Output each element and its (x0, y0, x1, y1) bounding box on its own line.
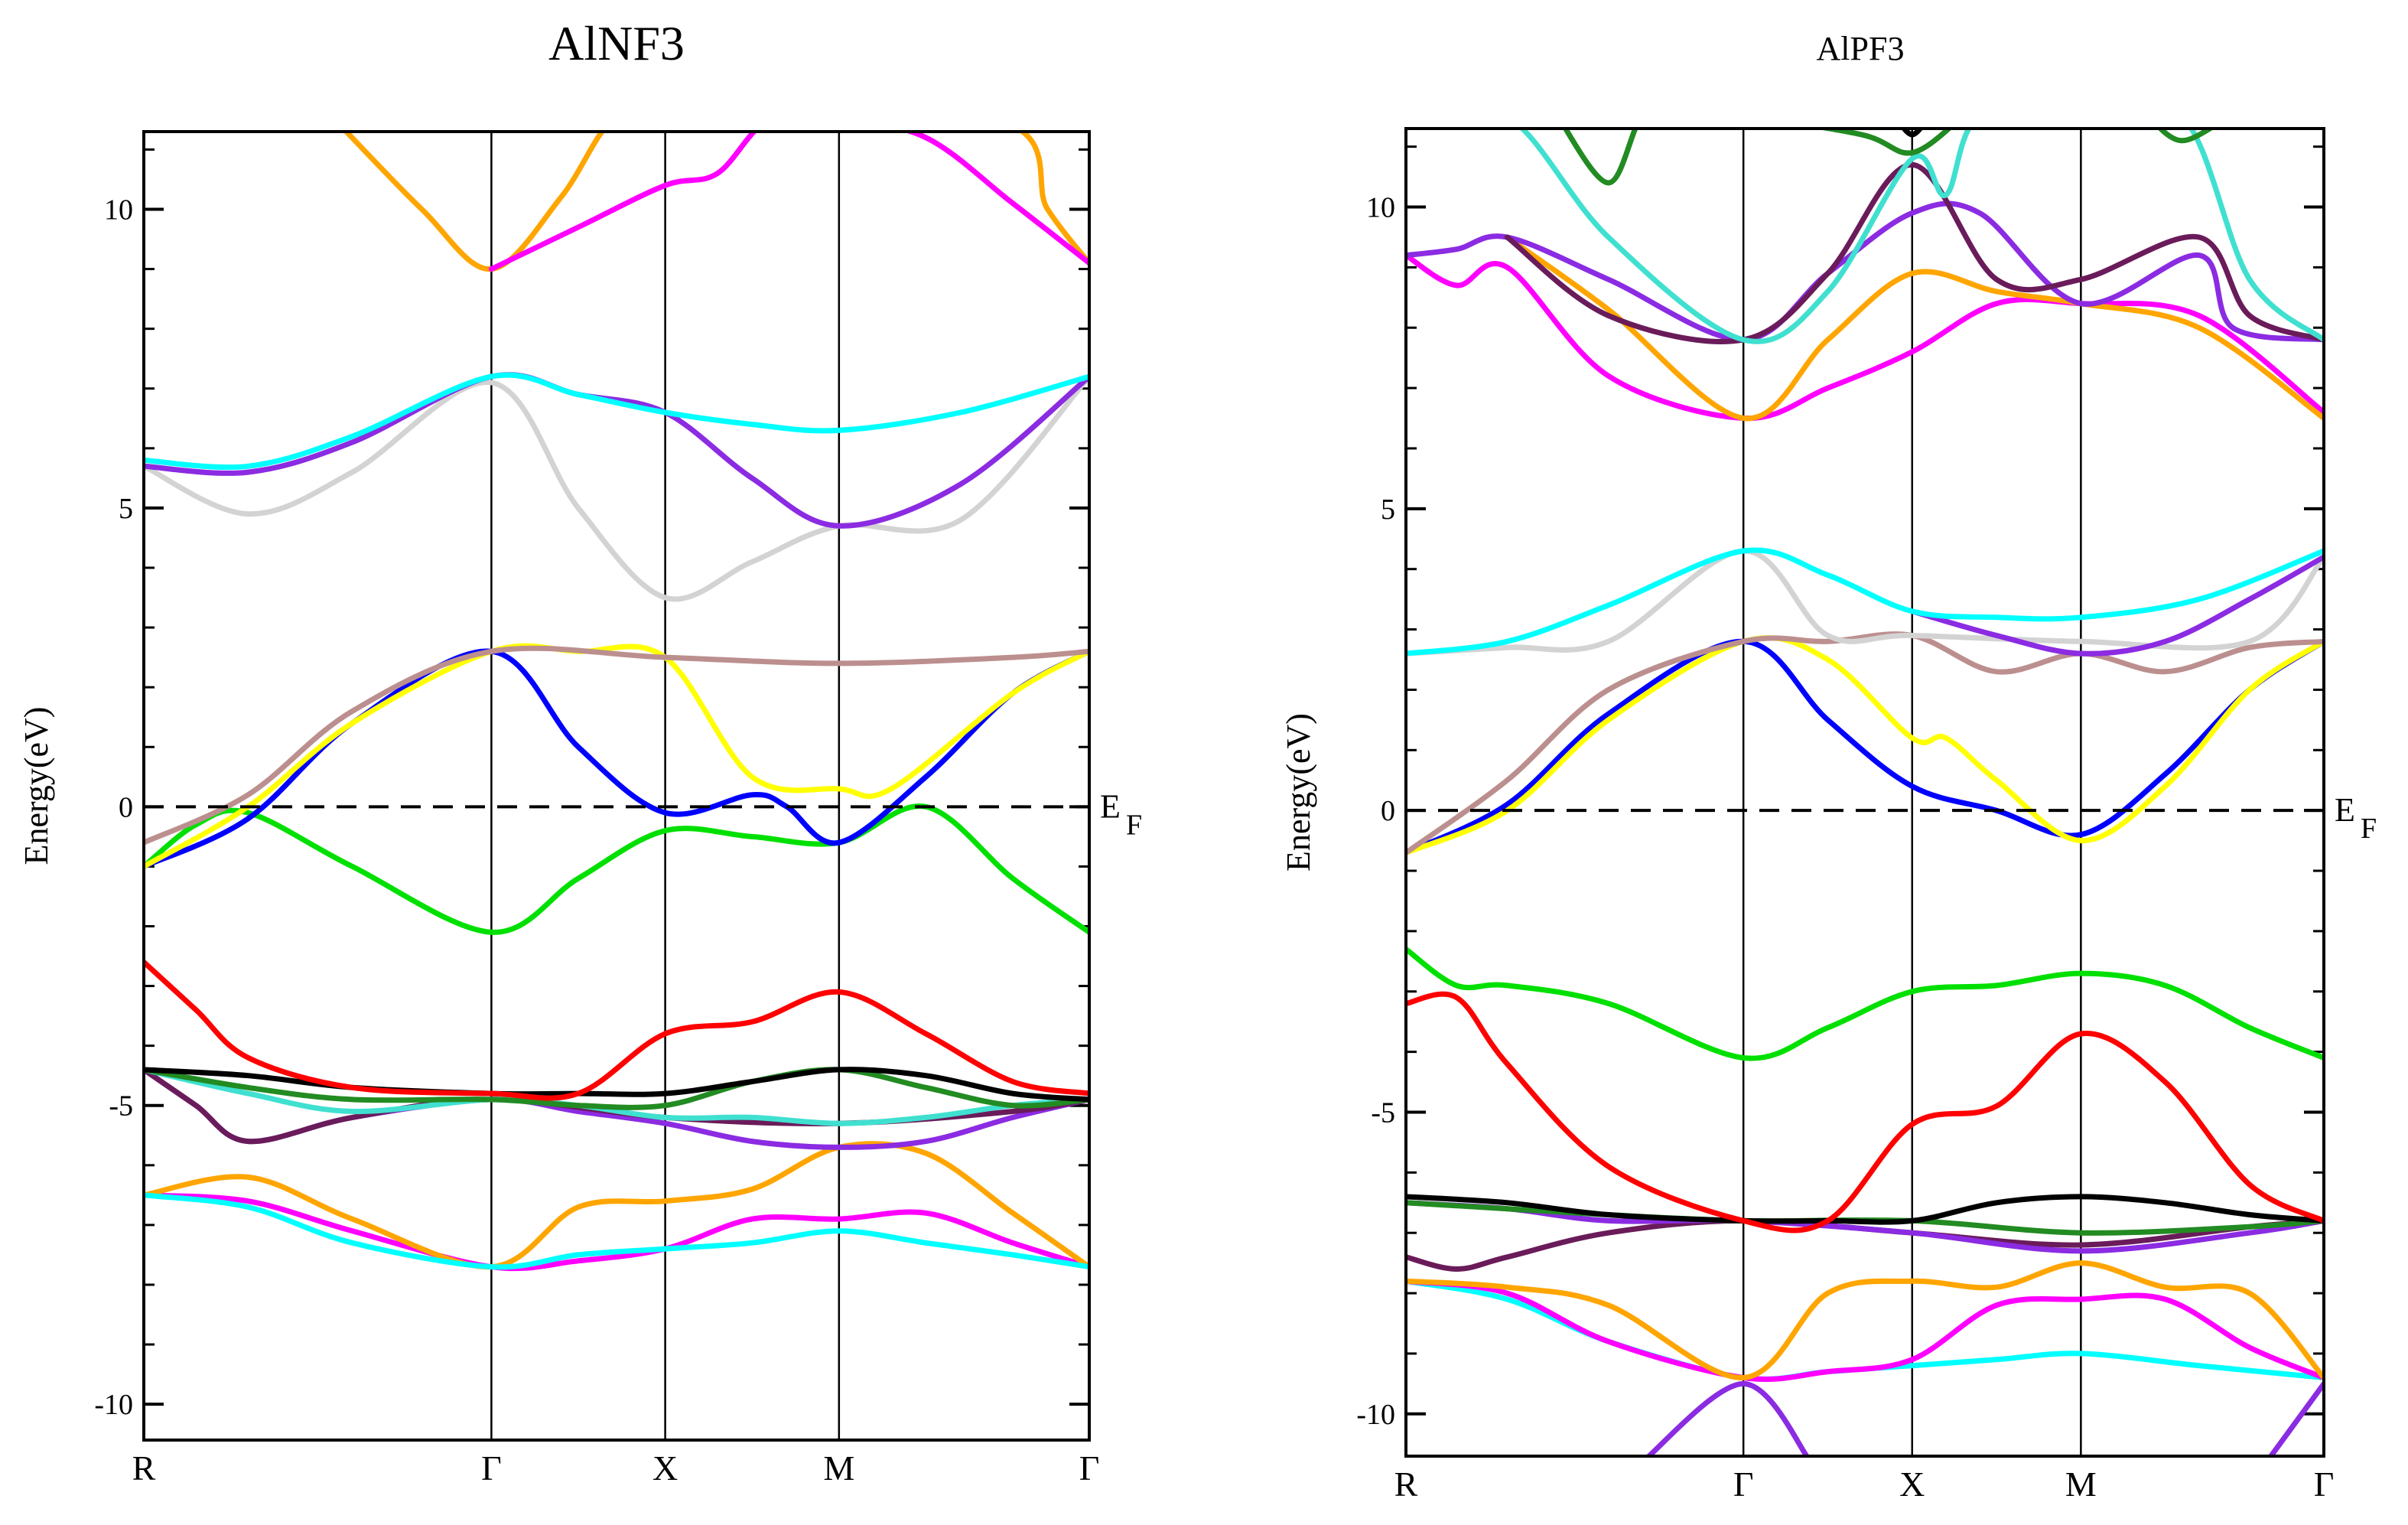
band-magenta-top (1406, 253, 2324, 422)
band-red (1406, 991, 2324, 1233)
band-black-top (1900, 129, 1924, 138)
band-orange-low (1406, 1260, 2324, 1381)
kpoint-label: M (2065, 1465, 2097, 1504)
kpoint-label: X (1899, 1465, 1925, 1504)
y-tick-label: 0 (1381, 795, 1395, 827)
kpoint-label: X (652, 1448, 678, 1488)
band-violet-upper (1909, 554, 2324, 657)
y-tick-label: 5 (1381, 494, 1395, 526)
band-brown (144, 645, 1089, 846)
band-violet-bottom-a (1645, 1380, 1810, 1456)
chart-title: AlPF3 (1817, 30, 1905, 67)
band-magenta-low (144, 1192, 1089, 1272)
chart-panel-1: AlNF3 -10 -5 0 5 10 R Γ X M Γ E F Energy(eV) (18, 16, 1142, 1488)
band-cyan-low (1406, 1278, 2324, 1382)
kpoint-label: R (132, 1448, 156, 1488)
band-black (1406, 1194, 2324, 1225)
plot-frame (142, 130, 1091, 1442)
band-darkgreen-top (1562, 129, 1954, 186)
y-tick-label: 10 (104, 194, 133, 226)
band-orange-low (144, 1141, 1089, 1270)
fermi-level-label: E (2335, 791, 2355, 829)
kpoint-label: Γ (1733, 1465, 1754, 1504)
y-tick-label: -5 (1371, 1097, 1395, 1129)
kpoint-label: M (823, 1448, 854, 1488)
band-green (1406, 947, 2324, 1061)
band-orange-top (1504, 234, 2324, 422)
kpoint-label: Γ (2314, 1465, 2335, 1504)
y-tick-label: 0 (119, 791, 133, 823)
y-tick-label: -5 (109, 1090, 133, 1123)
fermi-level-subscript: F (1126, 809, 1142, 841)
y-axis-label: Energy(eV) (1280, 713, 1317, 872)
band-black (144, 1067, 1089, 1103)
band-cyan-mid (144, 1067, 1089, 1126)
band-blue (1406, 638, 2324, 855)
band-lightgray (1406, 548, 2324, 657)
band-darkgreen-mid (144, 1067, 1089, 1110)
band-red (144, 959, 1089, 1101)
band-yellow (1406, 635, 2324, 855)
y-axis-label: Energy(eV) (18, 707, 55, 865)
band-turquoise-top (1518, 129, 2324, 344)
chart-title: AlNF3 (548, 16, 685, 70)
chart-panel-2: AlPF3 -10 -5 0 5 10 R Γ X M Γ E F Energy(eV) (1280, 30, 2377, 1504)
band-violet-upper (144, 372, 1089, 529)
kpoint-label: Γ (1079, 1448, 1100, 1488)
band-cyan-upper (1406, 547, 2324, 657)
band-cyan-upper (144, 372, 1089, 471)
bands (1406, 129, 2324, 1456)
y-tick-label: -10 (1356, 1399, 1395, 1431)
kpoint-label: R (1394, 1465, 1418, 1504)
band-magenta-top (488, 132, 1089, 272)
bands (144, 132, 1089, 1272)
band-green (144, 803, 1089, 935)
band-lightgray (144, 373, 1089, 602)
fermi-level-label: E (1100, 787, 1121, 825)
band-cyan-low (144, 1192, 1089, 1270)
y-tick-label: 10 (1366, 192, 1395, 224)
y-tick-label: 5 (119, 493, 133, 525)
plot-frame (1404, 127, 2325, 1458)
kpoint-label: Γ (481, 1448, 502, 1488)
band-orange-top (343, 132, 1089, 272)
band-purple-top (1406, 200, 2324, 343)
band-blue (144, 648, 1089, 869)
band-rosybrown (1406, 631, 2324, 855)
band-violet-bottom-b (2267, 1380, 2324, 1456)
fermi-level-subscript: F (2361, 813, 2377, 845)
band-magenta-low (1406, 1278, 2324, 1383)
y-tick-label: -10 (94, 1389, 133, 1421)
